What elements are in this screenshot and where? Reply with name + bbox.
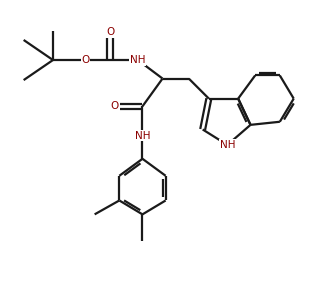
Text: NH: NH <box>220 140 235 150</box>
Text: O: O <box>106 27 114 37</box>
Text: NH: NH <box>135 131 150 141</box>
Text: NH: NH <box>130 55 146 65</box>
Text: O: O <box>81 55 90 65</box>
Text: O: O <box>110 101 119 111</box>
